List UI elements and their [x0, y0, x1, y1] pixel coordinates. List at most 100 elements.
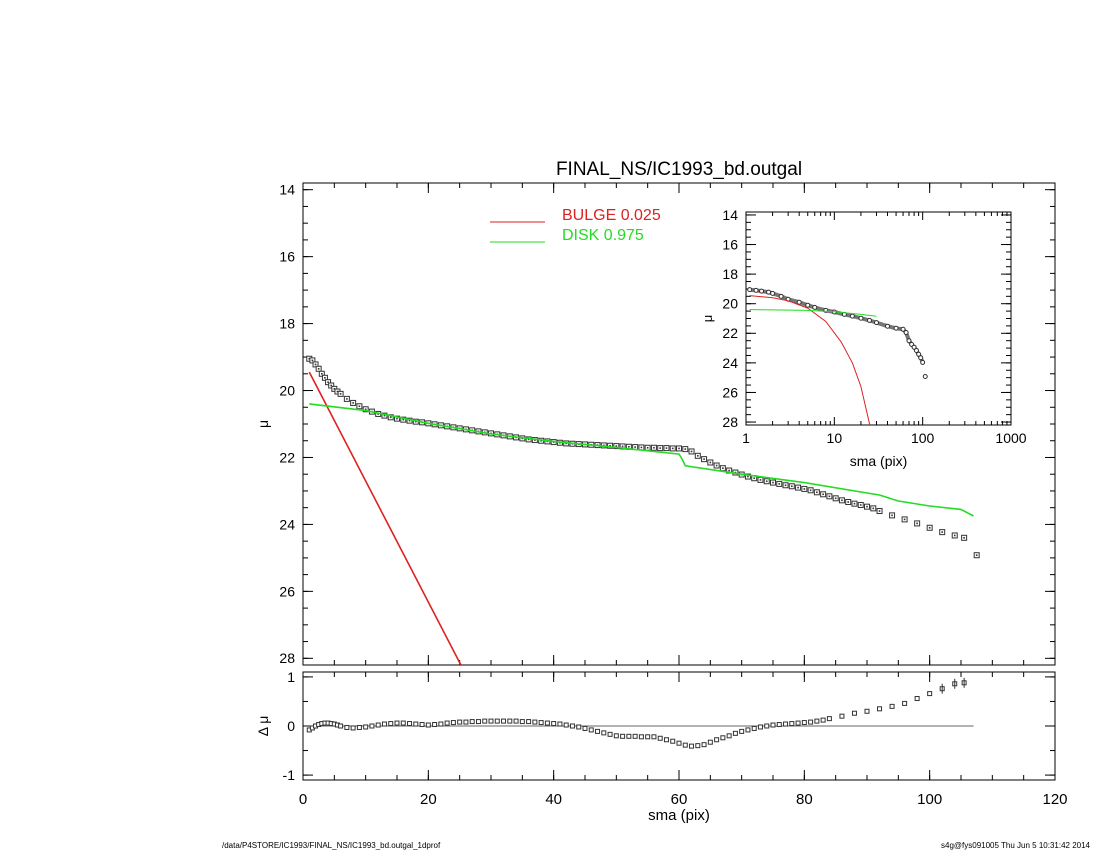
residual-point — [902, 700, 908, 706]
inset-data-point — [922, 373, 928, 379]
data-point-center — [903, 518, 906, 521]
residual-point — [701, 742, 707, 748]
inset-y-tick-label: 20 — [722, 296, 738, 312]
residual-point — [569, 723, 575, 729]
data-point-center — [527, 438, 530, 441]
residual-point — [356, 724, 362, 730]
residual-point — [714, 737, 720, 743]
inset-data-point — [866, 317, 872, 323]
data-point-center — [653, 446, 655, 449]
residual-point — [776, 722, 782, 728]
inset-data-point — [770, 290, 776, 296]
data-point-center — [747, 475, 749, 478]
inset-data-point — [873, 320, 879, 326]
data-point-center — [828, 495, 831, 498]
inset-data-point — [918, 355, 924, 361]
data-point-center — [722, 467, 724, 469]
inset-data-point — [916, 351, 922, 357]
inset-data-point — [913, 347, 919, 353]
main-y-tick-label: 16 — [279, 249, 295, 265]
residual-point — [557, 721, 563, 727]
residual-point — [820, 717, 826, 723]
residual-point — [839, 713, 845, 719]
main-y-tick-label: 18 — [279, 315, 295, 331]
data-point-center — [339, 393, 342, 395]
inset-data-point — [920, 359, 926, 365]
residual-point — [789, 721, 795, 727]
data-point-center — [609, 444, 611, 447]
data-point-center — [728, 469, 730, 472]
x-tick-label: 100 — [917, 791, 942, 808]
residual-point — [544, 720, 550, 726]
data-point-center — [866, 505, 868, 508]
residual-point — [576, 724, 582, 730]
inset-y-tick-label: 18 — [722, 266, 738, 282]
data-point-center — [565, 442, 567, 445]
residual-point — [645, 734, 651, 740]
data-point-center — [336, 390, 339, 393]
inset-data-point — [858, 315, 864, 321]
residual-point — [720, 735, 726, 741]
residual-point — [438, 721, 444, 727]
residual-point — [388, 721, 394, 727]
residual-point — [444, 720, 450, 726]
inset-data-point — [759, 288, 765, 294]
residual-point — [588, 727, 594, 733]
x-axis-label: sma (pix) — [648, 807, 710, 824]
residual-y-axis-label: Δ μ — [255, 716, 271, 737]
inset-data-point — [766, 289, 772, 295]
inset-y-tick-label: 26 — [722, 384, 738, 400]
residual-point — [851, 710, 857, 716]
residual-y-tick-label: 1 — [287, 669, 295, 685]
data-point-center — [383, 414, 386, 417]
data-point-center — [634, 446, 636, 448]
residual-point — [595, 728, 601, 734]
residual-point — [457, 719, 463, 725]
inset-log-plot: 14 16 18 20 22 24 26 281 10 100 1000 sma (pix) μ — [700, 207, 1027, 469]
legend-label: BULGE 0.025 — [562, 207, 661, 224]
data-point-center — [540, 439, 542, 442]
inset-x-tick-label: 1000 — [995, 430, 1026, 446]
residual-point — [826, 716, 832, 722]
residual-point — [369, 723, 375, 729]
data-point-center — [396, 417, 398, 420]
data-point-center — [352, 402, 354, 404]
data-point-center — [534, 439, 536, 441]
data-point-center — [697, 454, 699, 457]
data-point-center — [314, 363, 317, 366]
data-point-center — [859, 504, 862, 506]
data-point-center — [822, 493, 824, 496]
data-point-center — [809, 489, 812, 492]
residual-point — [632, 733, 638, 739]
residual-point — [751, 725, 757, 731]
residual-point — [638, 734, 644, 740]
data-point-center — [853, 502, 856, 505]
inset-y-axis-label: μ — [700, 315, 715, 323]
inset-y-tick-label: 14 — [722, 207, 738, 223]
residual-point — [607, 731, 613, 737]
residual-point — [877, 706, 883, 712]
inset-data-point — [796, 299, 802, 305]
residual-point — [689, 743, 695, 749]
data-point-center — [678, 447, 680, 450]
data-point-center — [784, 484, 787, 487]
main-y-tick-label: 14 — [279, 182, 295, 198]
data-point-center — [640, 446, 643, 449]
residual-point — [507, 718, 513, 724]
residual-point — [432, 722, 438, 728]
residual-point — [494, 718, 500, 724]
data-point-center — [975, 554, 978, 557]
data-point-center — [377, 413, 379, 415]
data-point-center — [358, 405, 361, 408]
legend-label: DISK 0.975 — [562, 227, 644, 244]
data-point-center — [759, 479, 762, 481]
inset-data-point — [900, 326, 906, 332]
data-point-center — [953, 534, 956, 537]
inset-x-axis-label: sma (pix) — [850, 453, 908, 469]
data-point-center — [659, 447, 661, 449]
residual-point — [419, 722, 425, 728]
data-point-center — [878, 510, 881, 512]
residual-point — [582, 725, 588, 731]
residual-point — [663, 737, 669, 743]
data-point-center — [415, 420, 417, 423]
